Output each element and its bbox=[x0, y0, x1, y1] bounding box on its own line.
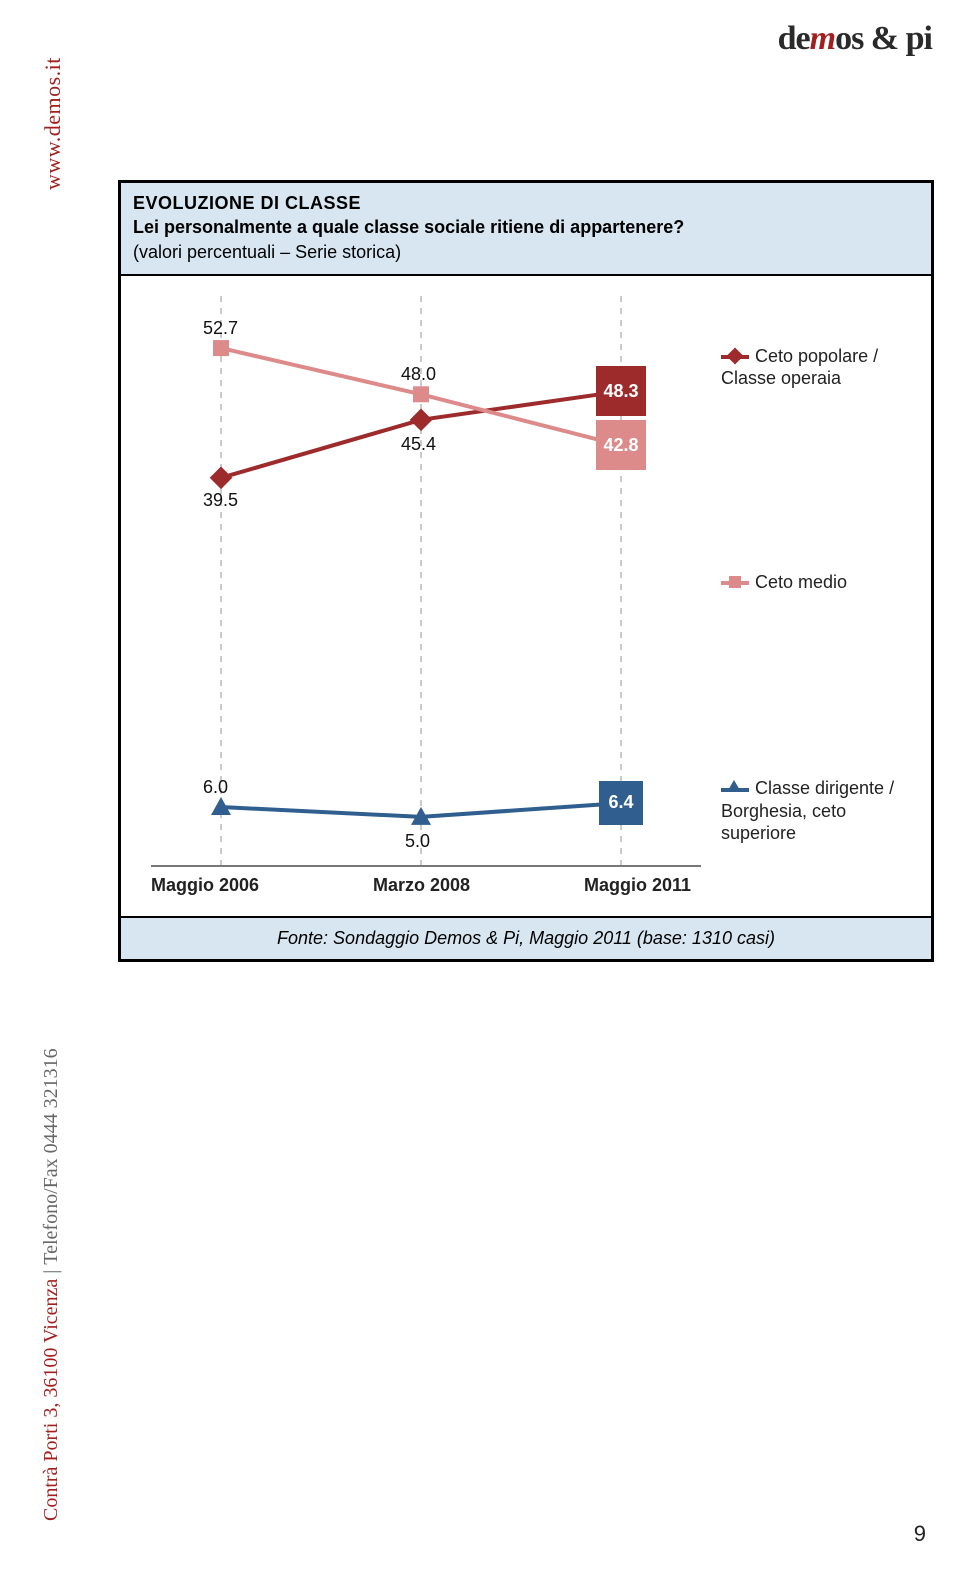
legend-swatch bbox=[721, 788, 749, 792]
data-label: 52.7 bbox=[203, 318, 238, 339]
legend-swatch bbox=[721, 581, 749, 585]
x-label-1: Marzo 2008 bbox=[373, 875, 470, 896]
legend-item: Ceto medio bbox=[721, 571, 847, 594]
data-label: 39.5 bbox=[203, 490, 238, 511]
x-axis-labels: Maggio 2006 Marzo 2008 Maggio 2011 bbox=[151, 875, 691, 896]
address-prefix: Contrà Porti 3, 36100 Vicenza bbox=[40, 1279, 62, 1521]
logo-prefix: de bbox=[778, 20, 810, 57]
sidebar-address: Contrà Porti 3, 36100 Vicenza | Telefono… bbox=[40, 1001, 63, 1521]
chart-box: EVOLUZIONE DI CLASSE Lei personalmente a… bbox=[118, 180, 934, 962]
logo-suffix: os & pi bbox=[835, 20, 932, 57]
data-label: 45.4 bbox=[401, 434, 436, 455]
end-value-badge: 48.3 bbox=[596, 366, 646, 416]
address-suffix: Telefono/Fax 0444 321316 bbox=[40, 1048, 62, 1264]
chart-legend: Ceto popolare / Classe operaia Ceto medio… bbox=[721, 276, 921, 916]
x-label-2: Maggio 2011 bbox=[584, 875, 691, 896]
end-value-badge: 6.4 bbox=[599, 781, 643, 825]
address-divider: | bbox=[40, 1265, 62, 1274]
data-label: 5.0 bbox=[405, 831, 430, 852]
chart-header: EVOLUZIONE DI CLASSE Lei personalmente a… bbox=[121, 183, 931, 276]
legend-swatch bbox=[721, 355, 749, 359]
chart-note: (valori percentuali – Serie storica) bbox=[133, 240, 919, 264]
chart-plot: Ceto popolare / Classe operaia Ceto medio… bbox=[121, 276, 931, 916]
logo-m: m bbox=[810, 20, 835, 57]
legend-label: Ceto popolare / Classe operaia bbox=[721, 346, 878, 389]
end-value-badge: 42.8 bbox=[596, 420, 646, 470]
legend-item: Classe dirigente / Borghesia, ceto super… bbox=[721, 777, 921, 845]
legend-item: Ceto popolare / Classe operaia bbox=[721, 345, 921, 390]
page-number: 9 bbox=[914, 1521, 926, 1547]
brand-logo: demos & pi bbox=[778, 20, 932, 58]
legend-label: Ceto medio bbox=[755, 572, 847, 592]
x-label-0: Maggio 2006 bbox=[151, 875, 259, 896]
chart-title: EVOLUZIONE DI CLASSE bbox=[133, 191, 919, 215]
chart-source: Fonte: Sondaggio Demos & Pi, Maggio 2011… bbox=[121, 916, 931, 959]
chart-question: Lei personalmente a quale classe sociale… bbox=[133, 215, 919, 239]
data-label: 6.0 bbox=[203, 777, 228, 798]
sidebar-url: www.demos.it bbox=[40, 20, 66, 190]
data-label: 48.0 bbox=[401, 364, 436, 385]
